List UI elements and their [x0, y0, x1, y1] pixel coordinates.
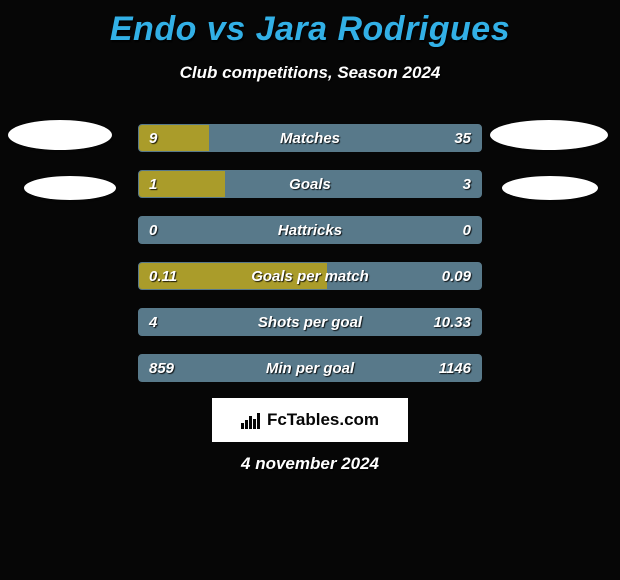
stat-value-right: 35	[454, 125, 471, 152]
stat-value-right: 1146	[439, 355, 471, 382]
stat-row: 0Hattricks0	[138, 216, 482, 244]
stat-label: Goals per match	[139, 263, 481, 290]
brand-box: FcTables.com	[212, 398, 408, 442]
team-badge	[24, 176, 116, 200]
stat-label: Goals	[139, 171, 481, 198]
team-badge	[8, 120, 112, 150]
stat-label: Shots per goal	[139, 309, 481, 336]
brand-text: FcTables.com	[267, 410, 379, 430]
subtitle: Club competitions, Season 2024	[0, 63, 620, 83]
stat-label: Hattricks	[139, 217, 481, 244]
stat-value-right: 0	[463, 217, 471, 244]
comparison-card: Endo vs Jara Rodrigues Club competitions…	[0, 0, 620, 580]
team-badge	[490, 120, 608, 150]
team-badge	[502, 176, 598, 200]
page-title: Endo vs Jara Rodrigues	[0, 0, 620, 49]
stat-value-right: 10.33	[433, 309, 471, 336]
stat-row: 4Shots per goal10.33	[138, 308, 482, 336]
stat-row: 859Min per goal1146	[138, 354, 482, 382]
footer-date: 4 november 2024	[0, 454, 620, 474]
stat-label: Min per goal	[139, 355, 481, 382]
stat-value-right: 3	[463, 171, 471, 198]
stat-label: Matches	[139, 125, 481, 152]
stat-rows: 9Matches35 1Goals3 0Hattricks0 0.11Goals pe…	[138, 124, 482, 400]
stat-row: 1Goals3	[138, 170, 482, 198]
stat-row: 0.11Goals per match0.09	[138, 262, 482, 290]
bars-icon	[241, 411, 261, 429]
stat-row: 9Matches35	[138, 124, 482, 152]
stat-value-right: 0.09	[442, 263, 471, 290]
